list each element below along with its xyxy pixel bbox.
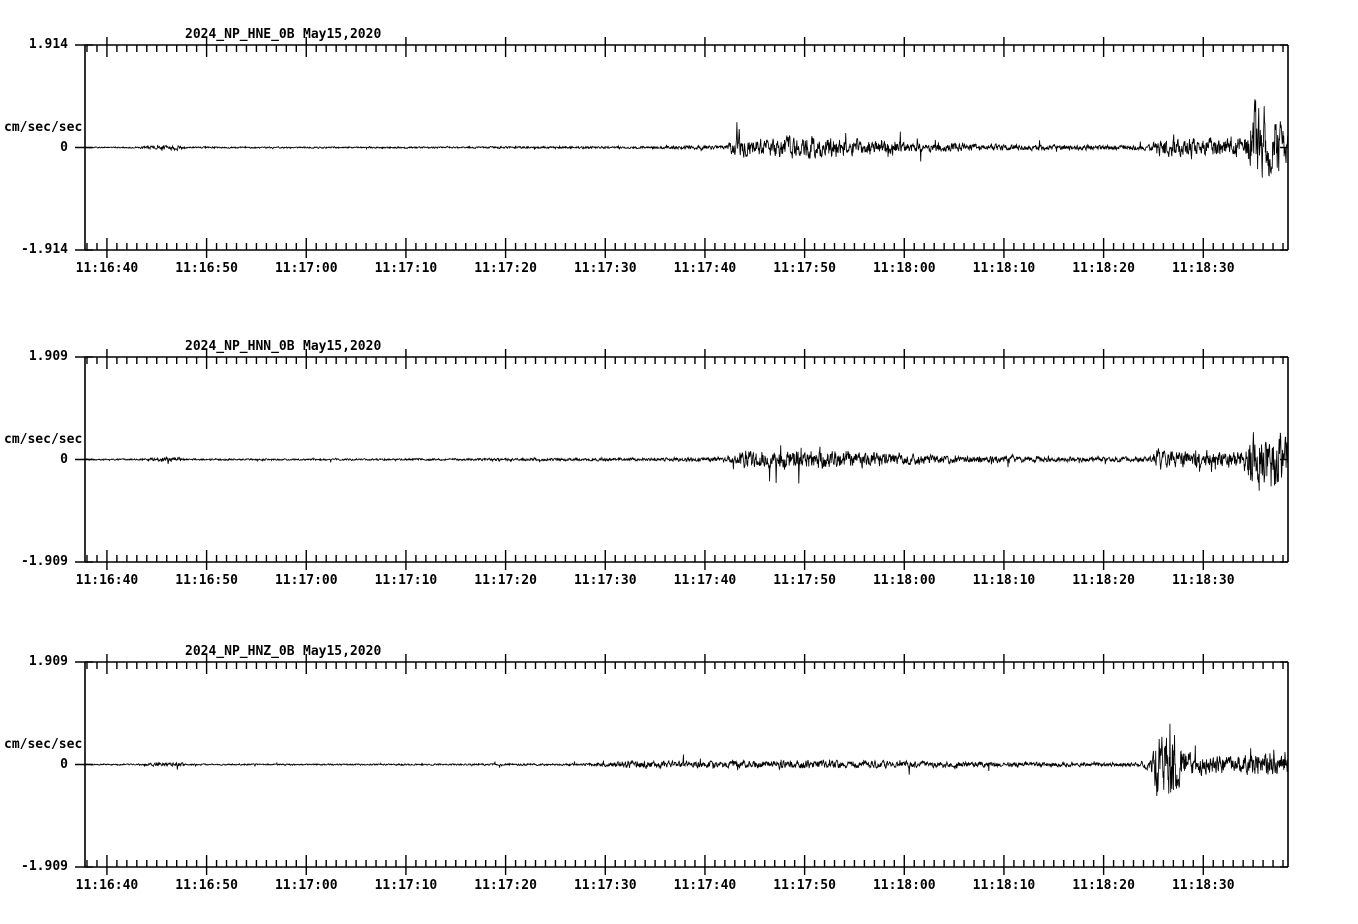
panel-1-title: 2024_NP_HNE_0B bbox=[185, 27, 295, 42]
panel-3-units-label: cm/sec/sec bbox=[4, 736, 83, 752]
panel-1-xtick-label-2: 11:17:00 bbox=[274, 261, 338, 276]
panel-2-xtick-label-2: 11:17:00 bbox=[274, 573, 338, 588]
panel-1-units-label: cm/sec/sec bbox=[4, 119, 83, 135]
panel-2-xtick-label-5: 11:17:30 bbox=[573, 573, 637, 588]
x-axis-ticks bbox=[86, 349, 1284, 570]
panel-3-xtick-label-4: 11:17:20 bbox=[474, 878, 537, 893]
panel-1-date: May15,2020 bbox=[303, 27, 382, 42]
panel-1-xtick-label-9: 11:18:10 bbox=[972, 261, 1036, 276]
panel-2-xtick-label-10: 11:18:20 bbox=[1072, 573, 1135, 588]
panel-2-xtick-label-3: 11:17:10 bbox=[374, 573, 438, 588]
waveform-trace bbox=[84, 432, 1289, 491]
panel-1-xtick-label-3: 11:17:10 bbox=[374, 261, 438, 276]
panel-3-title: 2024_NP_HNZ_0B bbox=[185, 644, 295, 659]
panel-2-date: May15,2020 bbox=[303, 339, 382, 354]
panel-3-date: May15,2020 bbox=[303, 644, 382, 659]
panel-3-xtick-label-3: 11:17:10 bbox=[374, 878, 438, 893]
panel-3-xtick-label-9: 11:18:10 bbox=[972, 878, 1036, 893]
panel-1-xtick-label-1: 11:16:50 bbox=[175, 261, 238, 276]
panel-3-yzero-label: 0 bbox=[60, 756, 68, 772]
panel-3-xtick-label-2: 11:17:00 bbox=[274, 878, 338, 893]
panel-3-xtick-label-1: 11:16:50 bbox=[175, 878, 238, 893]
x-axis-ticks bbox=[86, 37, 1284, 258]
panel-2-ymin-label: -1.909 bbox=[21, 554, 68, 569]
panel-1-xtick-label-7: 11:17:50 bbox=[773, 261, 836, 276]
panel-3-xtick-label-11: 11:18:30 bbox=[1171, 878, 1235, 893]
panel-2-xtick-label-7: 11:17:50 bbox=[773, 573, 836, 588]
y-axis-ticks bbox=[75, 44, 1288, 251]
waveform-trace bbox=[84, 99, 1289, 178]
panel-2-xtick-label-6: 11:17:40 bbox=[673, 573, 737, 588]
plot-frame bbox=[84, 44, 1289, 251]
x-axis-ticks bbox=[86, 654, 1284, 875]
panel-2-title: 2024_NP_HNN_0B bbox=[185, 339, 295, 354]
panel-1-ymax-label: 1.914 bbox=[28, 37, 68, 52]
plot-frame bbox=[84, 356, 1289, 563]
panel-2-units-label: cm/sec/sec bbox=[4, 431, 83, 447]
panel-1-xtick-label-4: 11:17:20 bbox=[474, 261, 537, 276]
panel-3-xtick-label-8: 11:18:00 bbox=[872, 878, 936, 893]
waveform-trace bbox=[84, 723, 1289, 797]
panel-1-yzero-label: 0 bbox=[60, 139, 68, 155]
panel-2-xtick-label-0: 11:16:40 bbox=[75, 573, 139, 588]
panel-3-xtick-label-7: 11:17:50 bbox=[773, 878, 836, 893]
panel-1-xtick-label-10: 11:18:20 bbox=[1072, 261, 1135, 276]
y-axis-ticks bbox=[75, 356, 1288, 563]
panel-3-ymin-label: -1.909 bbox=[21, 859, 68, 874]
panel-3-xtick-label-10: 11:18:20 bbox=[1072, 878, 1135, 893]
panel-1-ymin-label: -1.914 bbox=[21, 242, 68, 257]
y-axis-ticks bbox=[75, 661, 1288, 868]
panel-1-xtick-label-5: 11:17:30 bbox=[573, 261, 637, 276]
panel-1-xtick-label-6: 11:17:40 bbox=[673, 261, 737, 276]
panel-2-xtick-label-4: 11:17:20 bbox=[474, 573, 537, 588]
panel-3-xtick-label-0: 11:16:40 bbox=[75, 878, 139, 893]
panel-3-xtick-label-5: 11:17:30 bbox=[573, 878, 637, 893]
panel-1-xtick-label-11: 11:18:30 bbox=[1171, 261, 1235, 276]
plot-frame bbox=[84, 661, 1289, 868]
panel-2-xtick-label-8: 11:18:00 bbox=[872, 573, 936, 588]
panel-2-xtick-label-9: 11:18:10 bbox=[972, 573, 1036, 588]
panel-3-ymax-label: 1.909 bbox=[28, 654, 68, 669]
panel-2-xtick-label-11: 11:18:30 bbox=[1171, 573, 1235, 588]
panel-3-xtick-label-6: 11:17:40 bbox=[673, 878, 737, 893]
panel-2-xtick-label-1: 11:16:50 bbox=[175, 573, 238, 588]
panel-1-xtick-label-8: 11:18:00 bbox=[872, 261, 936, 276]
panel-2-yzero-label: 0 bbox=[60, 451, 68, 467]
panel-2-ymax-label: 1.909 bbox=[28, 349, 68, 364]
panel-1-xtick-label-0: 11:16:40 bbox=[75, 261, 139, 276]
